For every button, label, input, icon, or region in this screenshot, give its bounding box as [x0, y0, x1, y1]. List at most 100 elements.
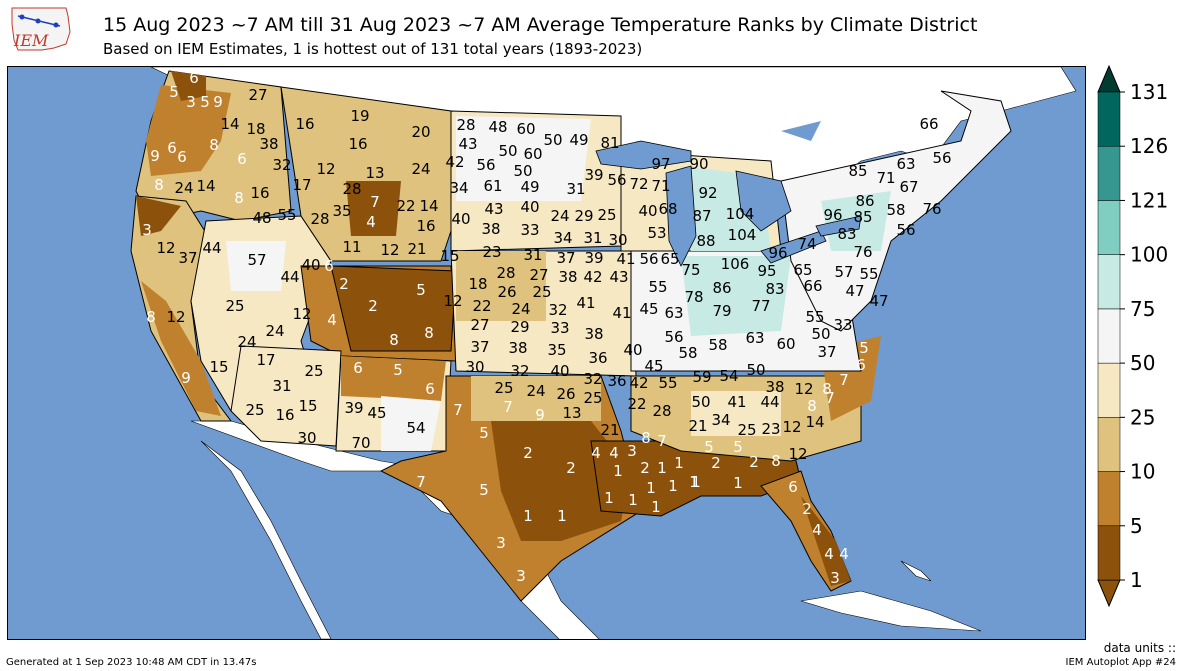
district-rank-label: 36 [607, 372, 626, 390]
district-rank-label: 77 [751, 297, 770, 315]
district-rank-label: 48 [252, 209, 271, 227]
district-rank-label: 3 [830, 569, 840, 587]
district-rank-label: 33 [550, 319, 569, 337]
district-rank-label: 12 [380, 241, 399, 259]
district-rank-label: 9 [150, 147, 160, 165]
district-rank-label: 26 [497, 283, 516, 301]
district-rank-label: 6 [425, 380, 435, 398]
district-rank-label: 24 [511, 300, 530, 318]
colorbar-tick-label: 100 [1130, 243, 1168, 267]
district-rank-label: 4 [327, 311, 337, 329]
district-rank-label: 21 [407, 240, 426, 258]
district-rank-label: 24 [411, 160, 430, 178]
district-rank-label: 31 [523, 246, 542, 264]
district-rank-label: 17 [256, 351, 275, 369]
district-rank-label: 1 [557, 507, 567, 525]
district-rank-label: 104 [726, 205, 755, 223]
district-rank-label: 8 [209, 136, 219, 154]
district-rank-label: 63 [896, 155, 915, 173]
district-rank-label: 56 [607, 171, 626, 189]
colorbar-bin [1097, 145, 1121, 201]
district-rank-label: 50 [746, 361, 765, 379]
district-rank-label: 45 [367, 404, 386, 422]
district-rank-label: 35 [332, 202, 351, 220]
district-rank-label: 56 [639, 250, 658, 268]
district-rank-label: 5 [200, 93, 210, 111]
district-rank-label: 39 [584, 166, 603, 184]
district-rank-label: 2 [802, 500, 812, 518]
district-rank-label: 42 [583, 268, 602, 286]
district-rank-label: 97 [651, 155, 670, 173]
district-rank-label: 1 [628, 491, 638, 509]
district-rank-label: 25 [494, 379, 513, 397]
district-rank-label: 34 [449, 179, 468, 197]
district-rank-label: 78 [684, 288, 703, 306]
district-rank-label: 8 [154, 176, 164, 194]
district-rank-label: 58 [708, 336, 727, 354]
district-rank-label: 71 [651, 177, 670, 195]
district-rank-label: 47 [869, 292, 888, 310]
district-rank-label: 81 [600, 134, 619, 152]
district-rank-label: 50 [543, 131, 562, 149]
district-rank-label: 1 [674, 454, 684, 472]
district-rank-label: 63 [664, 304, 683, 322]
district-rank-label: 56 [896, 221, 915, 239]
district-rank-label: 40 [520, 198, 539, 216]
district-rank-label: 65 [793, 261, 812, 279]
district-rank-label: 27 [248, 86, 267, 104]
district-rank-label: 40 [451, 210, 470, 228]
district-rank-label: 6 [324, 257, 334, 275]
district-rank-label: 3 [186, 93, 196, 111]
district-rank-label: 30 [608, 231, 627, 249]
district-rank-label: 6 [189, 69, 199, 87]
district-rank-label: 88 [696, 232, 715, 250]
district-rank-label: 34 [553, 229, 572, 247]
district-rank-label: 38 [765, 378, 784, 396]
district-rank-label: 53 [647, 224, 666, 242]
district-rank-label: 57 [834, 263, 853, 281]
district-rank-label: 15 [298, 397, 317, 415]
district-rank-label: 5 [169, 83, 179, 101]
district-rank-label: 37 [178, 249, 197, 267]
colorbar-tick-label: 121 [1130, 188, 1168, 212]
district-rank-label: 9 [535, 406, 545, 424]
district-rank-label: 41 [616, 250, 635, 268]
district-rank-label: 33 [833, 316, 852, 334]
district-rank-label: 6 [177, 148, 187, 166]
district-rank-label: 12 [156, 239, 175, 257]
district-rank-label: 39 [584, 249, 603, 267]
district-rank-label: 16 [250, 184, 269, 202]
district-rank-label: 8 [146, 308, 156, 326]
district-rank-label: 44 [202, 239, 221, 257]
district-rank-label: 85 [848, 162, 867, 180]
district-rank-label: 41 [612, 304, 631, 322]
district-rank-label: 12 [316, 160, 335, 178]
district-rank-label: 8 [771, 452, 781, 470]
district-rank-label: 32 [583, 370, 602, 388]
district-rank-label: 38 [481, 220, 500, 238]
district-rank-label: 5 [859, 339, 869, 357]
district-rank-label: 22 [472, 297, 491, 315]
district-rank-label: 2 [523, 444, 533, 462]
district-rank-label: 16 [416, 217, 435, 235]
colorbar-tick-label: 126 [1130, 134, 1168, 158]
district-rank-label: 55 [277, 206, 296, 224]
colorbar-bin [1097, 200, 1121, 255]
colorbar-bin [1097, 254, 1121, 310]
district-rank-label: 5 [479, 424, 489, 442]
district-rank-label: 2 [711, 454, 721, 472]
district-rank-label: 1 [668, 477, 678, 495]
district-rank-label: 29 [510, 318, 529, 336]
district-rank-label: 2 [749, 453, 759, 471]
district-rank-label: 92 [698, 184, 717, 202]
district-rank-label: 17 [292, 176, 311, 194]
district-rank-label: 106 [721, 255, 750, 273]
district-rank-label: 7 [657, 432, 667, 450]
colorbar-bin [1097, 308, 1121, 364]
district-rank-label: 22 [396, 197, 415, 215]
district-rank-label: 12 [443, 292, 462, 310]
district-rank-label: 7 [839, 371, 849, 389]
district-rank-label: 7 [370, 193, 380, 211]
district-rank-label: 59 [692, 368, 711, 386]
district-rank-label: 26 [556, 385, 575, 403]
